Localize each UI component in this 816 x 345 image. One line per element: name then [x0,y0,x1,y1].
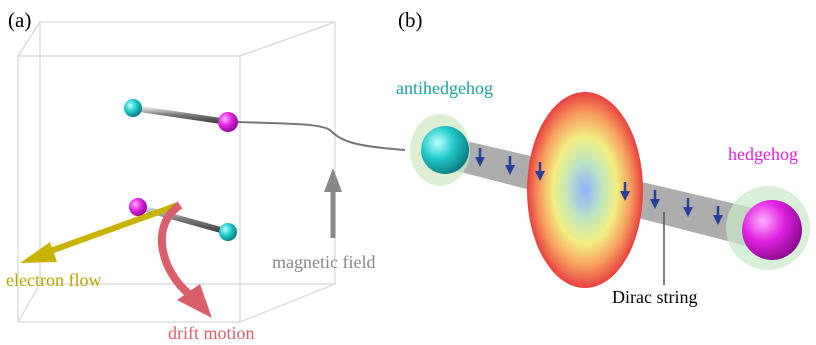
electron-flow-label: electron flow [6,270,101,290]
connector-line [238,122,405,150]
magnetic-field-label: magnetic field [272,252,375,272]
antihedgehog-sphere [421,126,469,174]
figure: (a) (b) magnetic field electron flow dri… [0,0,816,345]
monopole-pair-top [124,99,238,132]
magnetic-field-arrow [324,168,342,238]
hedgehog-label: hedgehog [728,144,798,164]
drift-motion-label: drift motion [168,323,255,343]
hedgehog-sphere [742,200,802,260]
panel-label: (b) [398,8,423,32]
page: (a) (b) magnetic field electron flow dri… [0,0,816,345]
antihedgehog-label: antihedgehog [396,78,493,98]
dirac-string-label: Dirac string [612,287,697,307]
panel-label: (a) [8,8,31,32]
electron-flow-arrow [20,205,178,263]
